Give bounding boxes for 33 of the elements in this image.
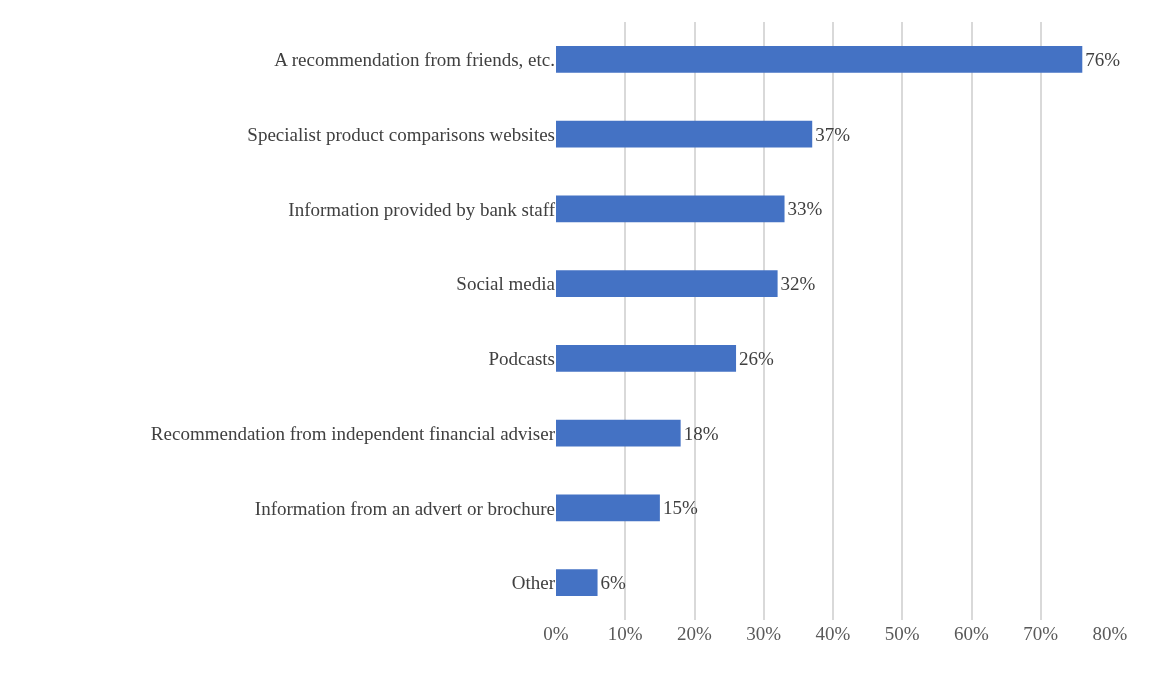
- data-label: 18%: [683, 422, 719, 444]
- x-tick-label: 0%: [543, 623, 569, 644]
- bar: [556, 344, 737, 372]
- bar: [556, 120, 813, 148]
- data-label: 32%: [780, 273, 816, 295]
- y-tick-label: Social media: [456, 273, 556, 295]
- bar: [556, 195, 785, 223]
- data-label: 26%: [739, 347, 775, 369]
- bar: [556, 569, 598, 597]
- x-tick-label: 70%: [1023, 623, 1059, 644]
- data-label: 15%: [662, 497, 698, 519]
- y-tick-label: Other: [511, 572, 556, 594]
- y-tick-label: Specialist product comparisons websites: [247, 123, 555, 145]
- x-tick-label: 40%: [815, 623, 851, 644]
- bar: [556, 494, 660, 522]
- data-label: 6%: [600, 572, 627, 594]
- x-tick-label: 20%: [677, 623, 713, 644]
- x-tick-label: 30%: [746, 623, 782, 644]
- y-tick-label: Information from an advert or brochure: [254, 497, 555, 519]
- y-tick-label: Information provided by bank staff: [288, 198, 556, 220]
- x-tick-label: 10%: [607, 623, 643, 644]
- bar: [556, 419, 681, 447]
- y-tick-label: Recommendation from independent financial adviser: [150, 422, 556, 444]
- data-label: 33%: [787, 198, 823, 220]
- x-tick-label: 50%: [884, 623, 920, 644]
- y-tick-label: A recommendation from friends, etc.: [274, 49, 555, 71]
- data-label: 37%: [815, 123, 851, 145]
- data-label: 76%: [1085, 48, 1121, 70]
- y-tick-label: Podcasts: [488, 348, 555, 370]
- bar: [556, 270, 778, 298]
- x-tick-label: 60%: [954, 623, 990, 644]
- x-tick-label: 80%: [1092, 623, 1128, 644]
- bar: [556, 45, 1083, 73]
